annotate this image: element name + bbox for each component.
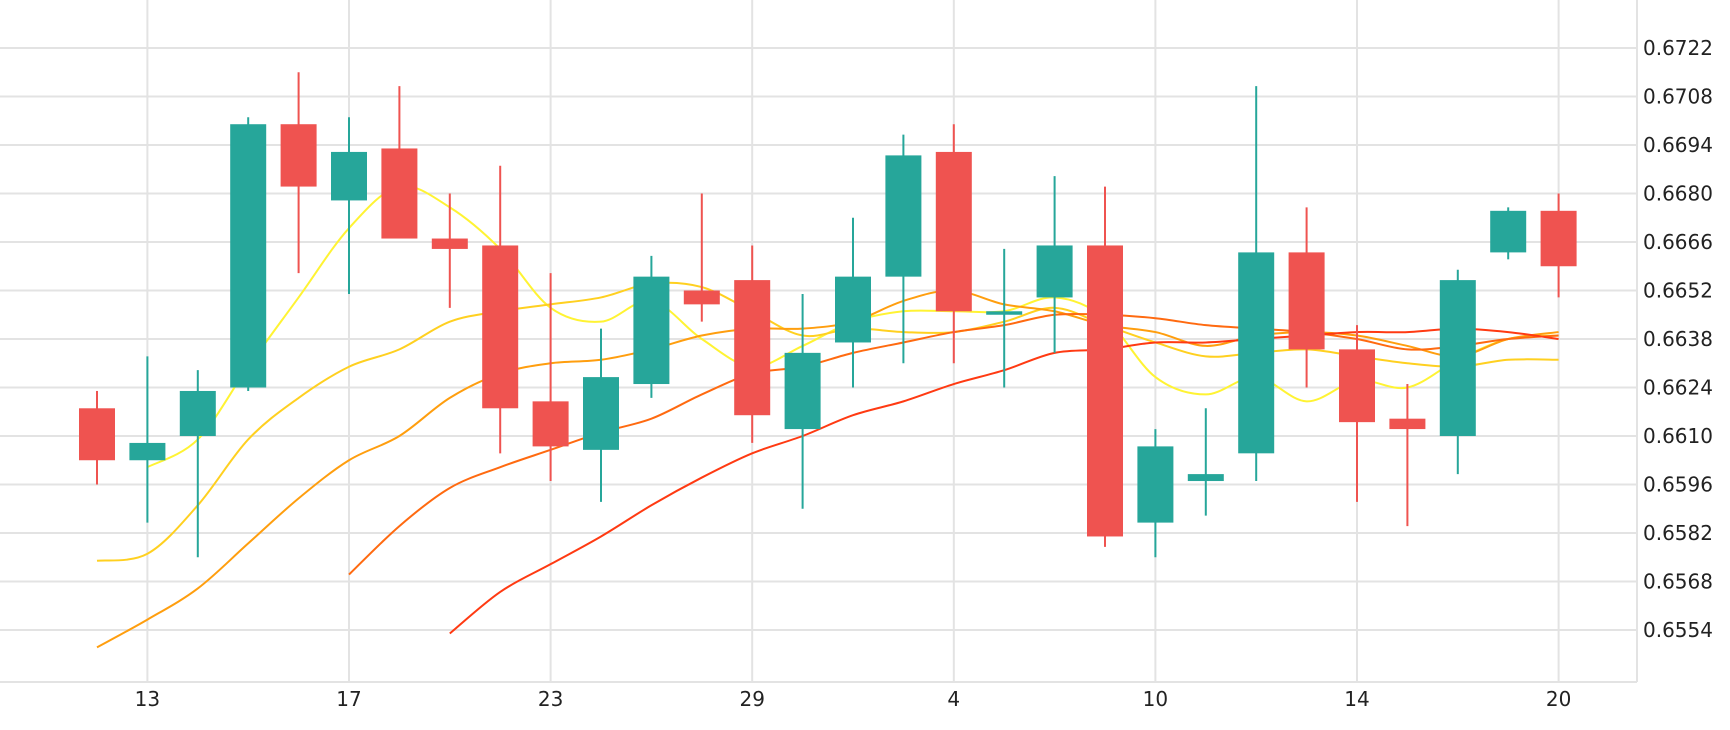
x-tick-label: 23 — [538, 687, 563, 711]
moving-average-line-1 — [146, 185, 1559, 469]
candle — [1087, 186, 1123, 547]
y-tick-label: 0.6638 — [1643, 327, 1713, 351]
candle — [885, 134, 922, 364]
candle-body — [381, 148, 418, 239]
y-tick-label: 0.6568 — [1643, 570, 1713, 594]
y-tick-label: 0.6624 — [1643, 376, 1713, 400]
candle-body — [129, 442, 166, 461]
candle — [532, 273, 569, 482]
candle — [179, 370, 216, 558]
x-tick-label: 13 — [135, 687, 160, 711]
candle — [583, 328, 619, 502]
candle — [129, 356, 166, 523]
candle — [1288, 207, 1325, 388]
candle — [835, 217, 871, 388]
candle-body — [79, 408, 115, 461]
candle-body — [431, 238, 468, 249]
candle-body — [179, 390, 216, 436]
candle-body — [1036, 245, 1073, 298]
candle — [381, 86, 418, 239]
candle — [1137, 429, 1174, 558]
candle-body — [1339, 349, 1375, 423]
moving-average-line-3 — [96, 289, 1559, 649]
candle — [633, 255, 670, 398]
candle — [734, 245, 771, 443]
candle — [1490, 207, 1527, 260]
candle-body — [633, 276, 670, 385]
candle — [280, 72, 317, 274]
y-tick-label: 0.6666 — [1643, 230, 1713, 254]
candle-body — [331, 151, 367, 201]
candle-body — [1439, 280, 1476, 436]
candle — [1439, 269, 1476, 475]
y-tick-label: 0.6708 — [1643, 85, 1713, 109]
y-tick-label: 0.6652 — [1643, 279, 1713, 303]
y-tick-label: 0.6610 — [1643, 424, 1713, 448]
candle-body — [734, 280, 771, 416]
candle-body — [482, 245, 519, 409]
y-tick-label: 0.6582 — [1643, 521, 1713, 545]
candle-body — [885, 155, 922, 277]
candle — [1187, 408, 1224, 516]
candle-body — [1238, 252, 1275, 454]
x-tick-label: 4 — [947, 687, 960, 711]
x-tick-label: 20 — [1546, 687, 1571, 711]
candle — [230, 117, 267, 391]
candle-body — [1389, 418, 1426, 430]
candle-body — [280, 124, 317, 187]
candle — [784, 293, 821, 509]
x-tick-label: 29 — [739, 687, 764, 711]
candle — [683, 193, 720, 322]
candle — [1389, 384, 1426, 527]
candle — [482, 165, 519, 454]
candle — [1339, 325, 1375, 502]
candle-body — [986, 311, 1023, 315]
candle-body — [532, 401, 569, 447]
candle-body — [1187, 474, 1224, 482]
candle-body — [683, 290, 720, 305]
candle-body — [1087, 245, 1123, 537]
candle — [79, 390, 115, 485]
y-tick-label: 0.6680 — [1643, 182, 1713, 206]
axis-labels: 0.6722 0.6708 0.6694 0.6680 0.6666 0.6652 0.66… — [135, 36, 1713, 711]
x-tick-label: 14 — [1344, 687, 1369, 711]
candles — [79, 72, 1577, 558]
candle-body — [1137, 446, 1174, 523]
candle — [935, 124, 972, 364]
candle — [431, 193, 468, 308]
x-tick-label: 17 — [336, 687, 361, 711]
y-tick-label: 0.6554 — [1643, 618, 1713, 642]
candle — [1540, 193, 1577, 298]
y-tick-label: 0.6596 — [1643, 473, 1713, 497]
y-tick-label: 0.6694 — [1643, 133, 1713, 157]
candle — [1238, 86, 1275, 482]
x-tick-label: 10 — [1143, 687, 1168, 711]
candle-body — [784, 352, 821, 430]
candle-body — [1490, 210, 1527, 253]
candle-body — [935, 151, 972, 312]
candle-body — [583, 377, 619, 450]
candle-body — [835, 276, 871, 343]
y-tick-label: 0.6722 — [1643, 36, 1713, 60]
candle — [986, 248, 1023, 388]
candle-body — [230, 124, 267, 388]
candle — [1036, 176, 1073, 353]
candle — [331, 117, 367, 294]
candle-body — [1540, 210, 1577, 267]
candle-body — [1288, 252, 1325, 350]
